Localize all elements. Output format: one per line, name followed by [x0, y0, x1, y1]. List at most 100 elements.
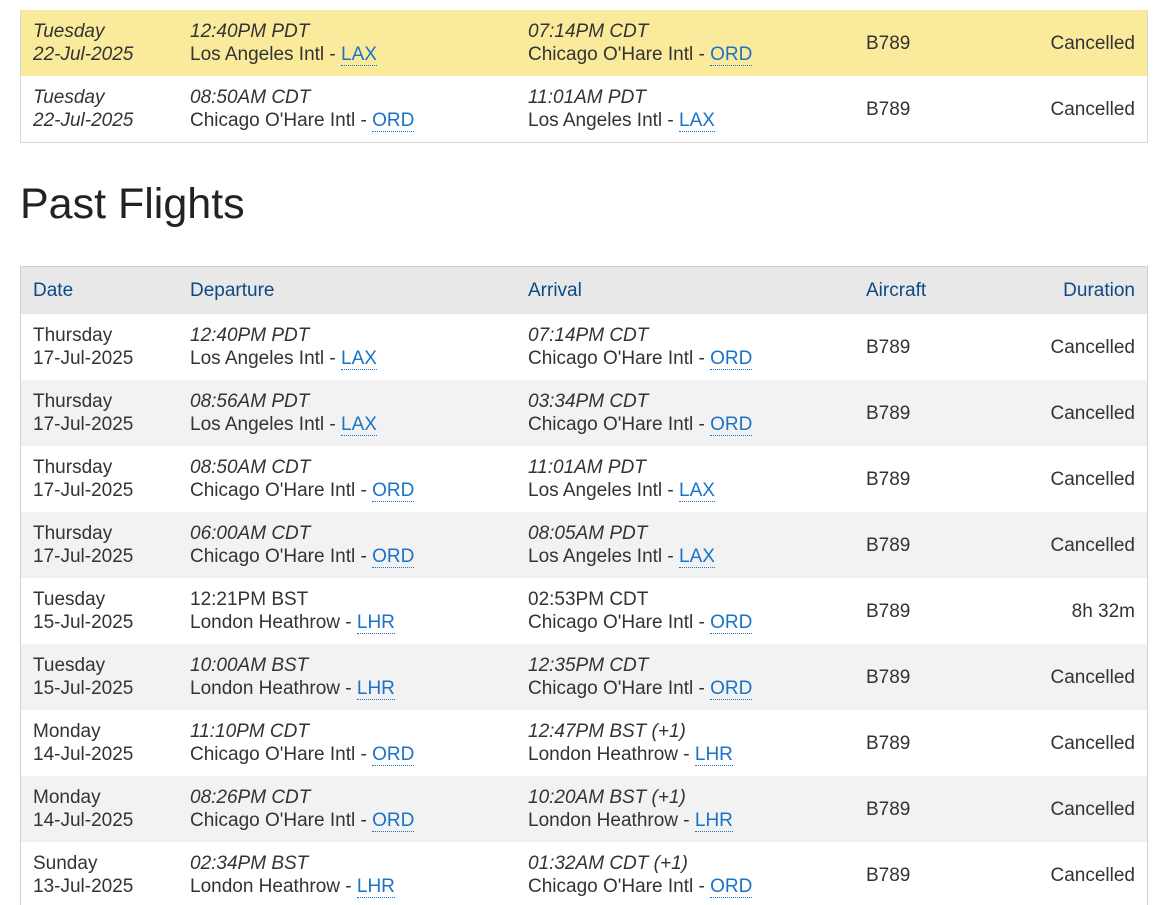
arrival-airport: London Heathrow - LHR [528, 743, 866, 766]
date-cell: Tuesday 22-Jul-2025 [21, 76, 190, 142]
arrival-airport-code-link[interactable]: LAX [679, 480, 715, 502]
departure-airport-code-link[interactable]: LHR [356, 678, 395, 700]
departure-time: 08:26PM CDT [190, 787, 311, 808]
arrival-time: 07:14PM CDT [528, 325, 649, 346]
departure-airport-code-link[interactable]: ORD [372, 480, 415, 502]
departure-airport-code-link[interactable]: ORD [372, 810, 415, 832]
departure-airport-code-link[interactable]: LAX [341, 348, 377, 370]
date-value: 17-Jul-2025 [33, 546, 134, 567]
column-header-aircraft[interactable]: Aircraft [866, 279, 927, 301]
departure-airport: Chicago O'Hare Intl - ORD [190, 479, 528, 502]
departure-airport-code-link[interactable]: LHR [356, 612, 395, 634]
departure-cell: 08:26PM CDT Chicago O'Hare Intl - ORD [190, 776, 528, 842]
arrival-airport-name: Chicago O'Hare Intl - [528, 44, 711, 65]
departure-airport-name: Chicago O'Hare Intl - [190, 480, 373, 501]
arrival-airport-name: London Heathrow - [528, 744, 695, 765]
arrival-airport-code-link[interactable]: ORD [710, 678, 753, 700]
departure-airport: Chicago O'Hare Intl - ORD [190, 545, 528, 568]
date-day: Monday [33, 787, 101, 808]
arrival-airport-code-link[interactable]: LAX [679, 110, 715, 132]
departure-airport-code-link[interactable]: ORD [372, 744, 415, 766]
table-row: Thursday 17-Jul-2025 08:56AM PDT Los Angele… [21, 380, 1147, 446]
table-row: Tuesday 15-Jul-2025 10:00AM BST London Heat… [21, 644, 1147, 710]
date-cell: Thursday 17-Jul-2025 [21, 446, 190, 512]
table-row: Tuesday 22-Jul-2025 12:40PM PDT Los Angeles… [21, 10, 1147, 76]
column-header-date[interactable]: Date [33, 279, 74, 301]
duration-cell: Cancelled [1050, 402, 1136, 424]
past-flights-table: Date Departure Arrival Aircraft Duration… [20, 266, 1148, 905]
arrival-time: 10:20AM BST (+1) [528, 787, 686, 808]
duration-cell: Cancelled [1050, 336, 1136, 358]
aircraft-cell: B789 [866, 534, 911, 556]
arrival-airport: Los Angeles Intl - LAX [528, 479, 866, 502]
arrival-airport-name: Chicago O'Hare Intl - [528, 678, 711, 699]
departure-cell: 08:50AM CDT Chicago O'Hare Intl - ORD [190, 76, 528, 142]
table-row: Thursday 17-Jul-2025 06:00AM CDT Chicago O'… [21, 512, 1147, 578]
aircraft-cell: B789 [866, 98, 911, 120]
departure-time: 02:34PM BST [190, 853, 309, 874]
duration-cell: Cancelled [1050, 32, 1136, 54]
upcoming-flights-table: Tuesday 22-Jul-2025 12:40PM PDT Los Angeles… [20, 10, 1148, 143]
date-day: Tuesday [33, 655, 106, 676]
departure-airport: Chicago O'Hare Intl - ORD [190, 809, 528, 832]
duration-cell: Cancelled [1050, 864, 1136, 886]
arrival-airport-name: Chicago O'Hare Intl - [528, 876, 711, 897]
date-value: 13-Jul-2025 [33, 876, 134, 897]
date-day: Thursday [33, 523, 113, 544]
arrival-airport-code-link[interactable]: ORD [710, 44, 753, 66]
duration-cell: Cancelled [1050, 732, 1136, 754]
arrival-cell: 11:01AM PDT Los Angeles Intl - LAX [528, 76, 866, 142]
duration-cell: Cancelled [1050, 798, 1136, 820]
arrival-airport-name: Chicago O'Hare Intl - [528, 612, 711, 633]
departure-airport-code-link[interactable]: ORD [372, 110, 415, 132]
departure-airport-code-link[interactable]: LAX [341, 414, 377, 436]
arrival-time: 12:47PM BST (+1) [528, 721, 686, 742]
arrival-airport-code-link[interactable]: LHR [694, 810, 733, 832]
column-header-duration[interactable]: Duration [1063, 279, 1135, 301]
departure-airport-name: London Heathrow - [190, 612, 357, 633]
departure-cell: 08:56AM PDT Los Angeles Intl - LAX [190, 380, 528, 446]
table-row: Thursday 17-Jul-2025 08:50AM CDT Chicago O'… [21, 446, 1147, 512]
arrival-cell: 03:34PM CDT Chicago O'Hare Intl - ORD [528, 380, 866, 446]
departure-cell: 10:00AM BST London Heathrow - LHR [190, 644, 528, 710]
arrival-airport-code-link[interactable]: ORD [710, 876, 753, 898]
arrival-airport-code-link[interactable]: ORD [710, 414, 753, 436]
arrival-airport: Los Angeles Intl - LAX [528, 545, 866, 568]
date-day: Tuesday [33, 589, 106, 610]
departure-time: 08:50AM CDT [190, 457, 311, 478]
departure-cell: 11:10PM CDT Chicago O'Hare Intl - ORD [190, 710, 528, 776]
arrival-airport: Chicago O'Hare Intl - ORD [528, 43, 866, 66]
departure-airport-name: Chicago O'Hare Intl - [190, 546, 373, 567]
date-day: Monday [33, 721, 101, 742]
departure-time: 08:50AM CDT [190, 87, 311, 108]
arrival-cell: 07:14PM CDT Chicago O'Hare Intl - ORD [528, 314, 866, 380]
aircraft-cell: B789 [866, 798, 911, 820]
departure-airport-code-link[interactable]: LAX [341, 44, 377, 66]
arrival-airport-code-link[interactable]: LAX [679, 546, 715, 568]
departure-airport: Los Angeles Intl - LAX [190, 43, 528, 66]
arrival-airport-name: Chicago O'Hare Intl - [528, 348, 711, 369]
arrival-airport-code-link[interactable]: LHR [694, 744, 733, 766]
departure-airport: London Heathrow - LHR [190, 677, 528, 700]
duration-cell: Cancelled [1050, 534, 1136, 556]
departure-airport-code-link[interactable]: LHR [356, 876, 395, 898]
column-header-arrival[interactable]: Arrival [528, 279, 582, 301]
departure-cell: 02:34PM BST London Heathrow - LHR [190, 842, 528, 905]
arrival-airport-name: Chicago O'Hare Intl - [528, 414, 711, 435]
aircraft-cell: B789 [866, 336, 911, 358]
column-header-departure[interactable]: Departure [190, 279, 275, 301]
table-header-row: Date Departure Arrival Aircraft Duration [21, 267, 1147, 314]
arrival-airport-code-link[interactable]: ORD [710, 348, 753, 370]
departure-airport-name: London Heathrow - [190, 678, 357, 699]
arrival-airport-code-link[interactable]: ORD [710, 612, 753, 634]
arrival-airport: Chicago O'Hare Intl - ORD [528, 611, 866, 634]
date-cell: Sunday 13-Jul-2025 [21, 842, 190, 905]
arrival-airport: Los Angeles Intl - LAX [528, 109, 866, 132]
date-value: 17-Jul-2025 [33, 414, 134, 435]
arrival-airport: Chicago O'Hare Intl - ORD [528, 677, 866, 700]
date-value: 22-Jul-2025 [33, 44, 134, 65]
departure-airport-code-link[interactable]: ORD [372, 546, 415, 568]
arrival-airport: Chicago O'Hare Intl - ORD [528, 347, 866, 370]
duration-cell: Cancelled [1050, 468, 1136, 490]
departure-airport-name: Los Angeles Intl - [190, 414, 342, 435]
